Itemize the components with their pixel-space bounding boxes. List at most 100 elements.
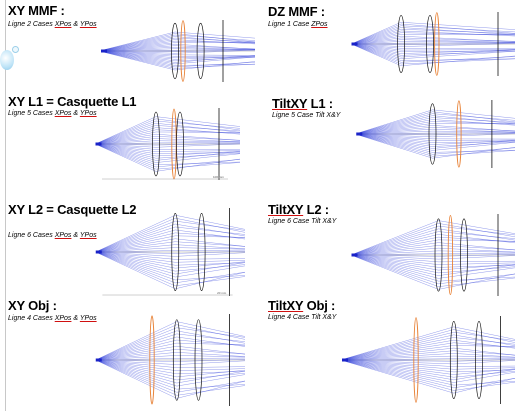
ray: [97, 217, 246, 252]
ray: [343, 331, 516, 360]
ray: [353, 37, 516, 44]
ray: [97, 226, 246, 252]
left-border-line: [5, 0, 6, 411]
ray-diagram-xy-mmf: [101, 20, 256, 82]
lens-element: [426, 15, 434, 73]
ray: [97, 360, 246, 390]
ray: [358, 132, 516, 136]
ray: [353, 255, 516, 268]
ray: [97, 252, 246, 278]
ray: [97, 360, 246, 393]
ray: [343, 339, 516, 360]
ray: [353, 225, 516, 255]
ray: [97, 360, 246, 396]
ray: [353, 255, 516, 290]
ray: [97, 131, 241, 144]
lens-element: [475, 321, 483, 399]
ray: [353, 239, 516, 255]
ray: [102, 37, 256, 51]
ray: [97, 214, 246, 252]
ray: [97, 333, 246, 360]
ray: [97, 359, 246, 362]
ray: [353, 22, 516, 44]
ray: [343, 337, 516, 360]
ray: [97, 360, 246, 399]
ray: [358, 133, 516, 140]
ray: [353, 44, 516, 54]
filter-element: [456, 100, 462, 168]
ray: [353, 254, 516, 257]
ray: [102, 51, 256, 68]
ray: [353, 41, 516, 45]
ray: [358, 111, 516, 134]
ray: [343, 360, 516, 391]
panel-title-xy-l2: XY L2 = Casquette L2: [8, 202, 137, 217]
ray: [97, 339, 246, 360]
filter-element: [149, 315, 155, 405]
ray: [102, 31, 256, 51]
ray: [343, 350, 516, 360]
ray: [97, 359, 246, 365]
ray: [102, 51, 256, 71]
ray: [102, 51, 256, 57]
ray: [358, 134, 516, 149]
ray: [102, 51, 256, 62]
ray: [102, 49, 256, 52]
ray: [353, 255, 516, 279]
ray: [102, 49, 256, 54]
ray: [353, 44, 516, 60]
ray: [343, 360, 516, 383]
ray: [353, 42, 516, 45]
filter-element: [413, 317, 419, 403]
ray: [102, 43, 256, 51]
ray: [358, 121, 516, 134]
panel-title-xy-l1: XY L1 = Casquette L1: [8, 94, 137, 109]
ray: [353, 44, 516, 56]
lens-element: [428, 103, 437, 165]
ray: [97, 144, 241, 159]
ray: [358, 134, 516, 155]
ray: [358, 125, 516, 134]
ray: [97, 251, 246, 254]
ray: [353, 231, 516, 255]
panel-subtitle-tiltxy-l2: Ligne 6 Case Tilt X&Y: [268, 218, 337, 225]
ray: [353, 255, 516, 287]
panel-title-dz-mmf: DZ MMF :: [268, 4, 325, 19]
ray: [343, 360, 516, 394]
ray: [97, 142, 241, 145]
ray: [102, 45, 256, 51]
ray: [97, 238, 246, 252]
ray: [343, 326, 516, 360]
ray: [343, 360, 516, 381]
lens-element: [171, 22, 179, 80]
ray: [102, 46, 256, 52]
ray: [97, 360, 246, 375]
ray: [102, 48, 256, 52]
ray: [358, 134, 516, 141]
scale-label: 100 mm: [213, 175, 224, 179]
ray-diagram-xy-l2: 20 mm: [95, 208, 246, 296]
ray: [97, 143, 241, 150]
ray: [97, 360, 246, 371]
ray: [97, 133, 241, 144]
ray: [343, 360, 516, 370]
filter-element: [180, 20, 186, 82]
ray: [353, 44, 516, 65]
ray: [97, 144, 241, 163]
ray: [97, 144, 241, 152]
ray: [97, 143, 241, 148]
ray: [358, 134, 516, 159]
panel-subtitle-dz-mmf: Ligne 1 Case ZPos: [268, 21, 328, 28]
lens-element: [434, 218, 443, 292]
ray: [358, 134, 516, 157]
ray: [97, 220, 246, 252]
small-bubble-decoration: [12, 46, 19, 53]
ray: [97, 252, 246, 290]
ray: [358, 123, 516, 134]
ray: [102, 51, 256, 65]
lens-element: [176, 111, 184, 177]
ray: [353, 250, 516, 256]
ray: [97, 360, 246, 381]
ray: [97, 125, 241, 144]
fiber-source: [356, 132, 363, 136]
